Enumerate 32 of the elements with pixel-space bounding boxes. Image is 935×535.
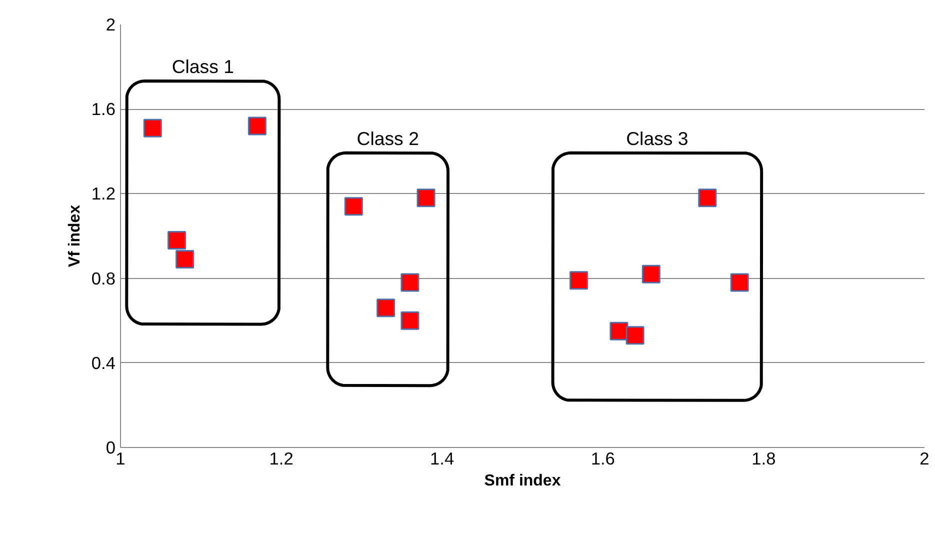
y-tick-label: 1.6 — [91, 99, 116, 120]
point — [642, 264, 660, 284]
text: Class 3 — [626, 128, 688, 149]
text: Class 2 — [356, 128, 419, 149]
point — [570, 271, 588, 290]
point — [416, 188, 436, 208]
point — [168, 230, 186, 250]
x-tick-label: 1.2 — [269, 448, 294, 468]
point — [344, 197, 363, 216]
point — [730, 273, 749, 292]
x-axis-title: Smf index — [484, 472, 561, 490]
text: Class 1 — [172, 56, 234, 78]
point — [400, 311, 420, 330]
point — [143, 118, 162, 138]
x-tick-label: 1 — [116, 448, 126, 468]
point — [626, 326, 644, 345]
y-tick-label: 1.2 — [91, 184, 116, 204]
x-tick-label: 2 — [920, 448, 930, 468]
y-tick-label: 0.8 — [91, 268, 116, 288]
x-tick-label: 1.6 — [590, 448, 615, 468]
point — [176, 250, 194, 269]
point — [698, 188, 717, 208]
x-tick-label: 1.4 — [430, 448, 455, 468]
x-tick-label: 1.8 — [752, 448, 776, 468]
point — [400, 273, 420, 292]
point — [610, 322, 628, 340]
y-tick-label: 0 — [106, 438, 116, 458]
point — [248, 116, 266, 136]
y-tick-label: 0.4 — [91, 352, 116, 373]
y-tick-label: 2 — [106, 14, 116, 34]
point — [376, 298, 396, 318]
y-axis-title: Vf index — [66, 204, 84, 268]
